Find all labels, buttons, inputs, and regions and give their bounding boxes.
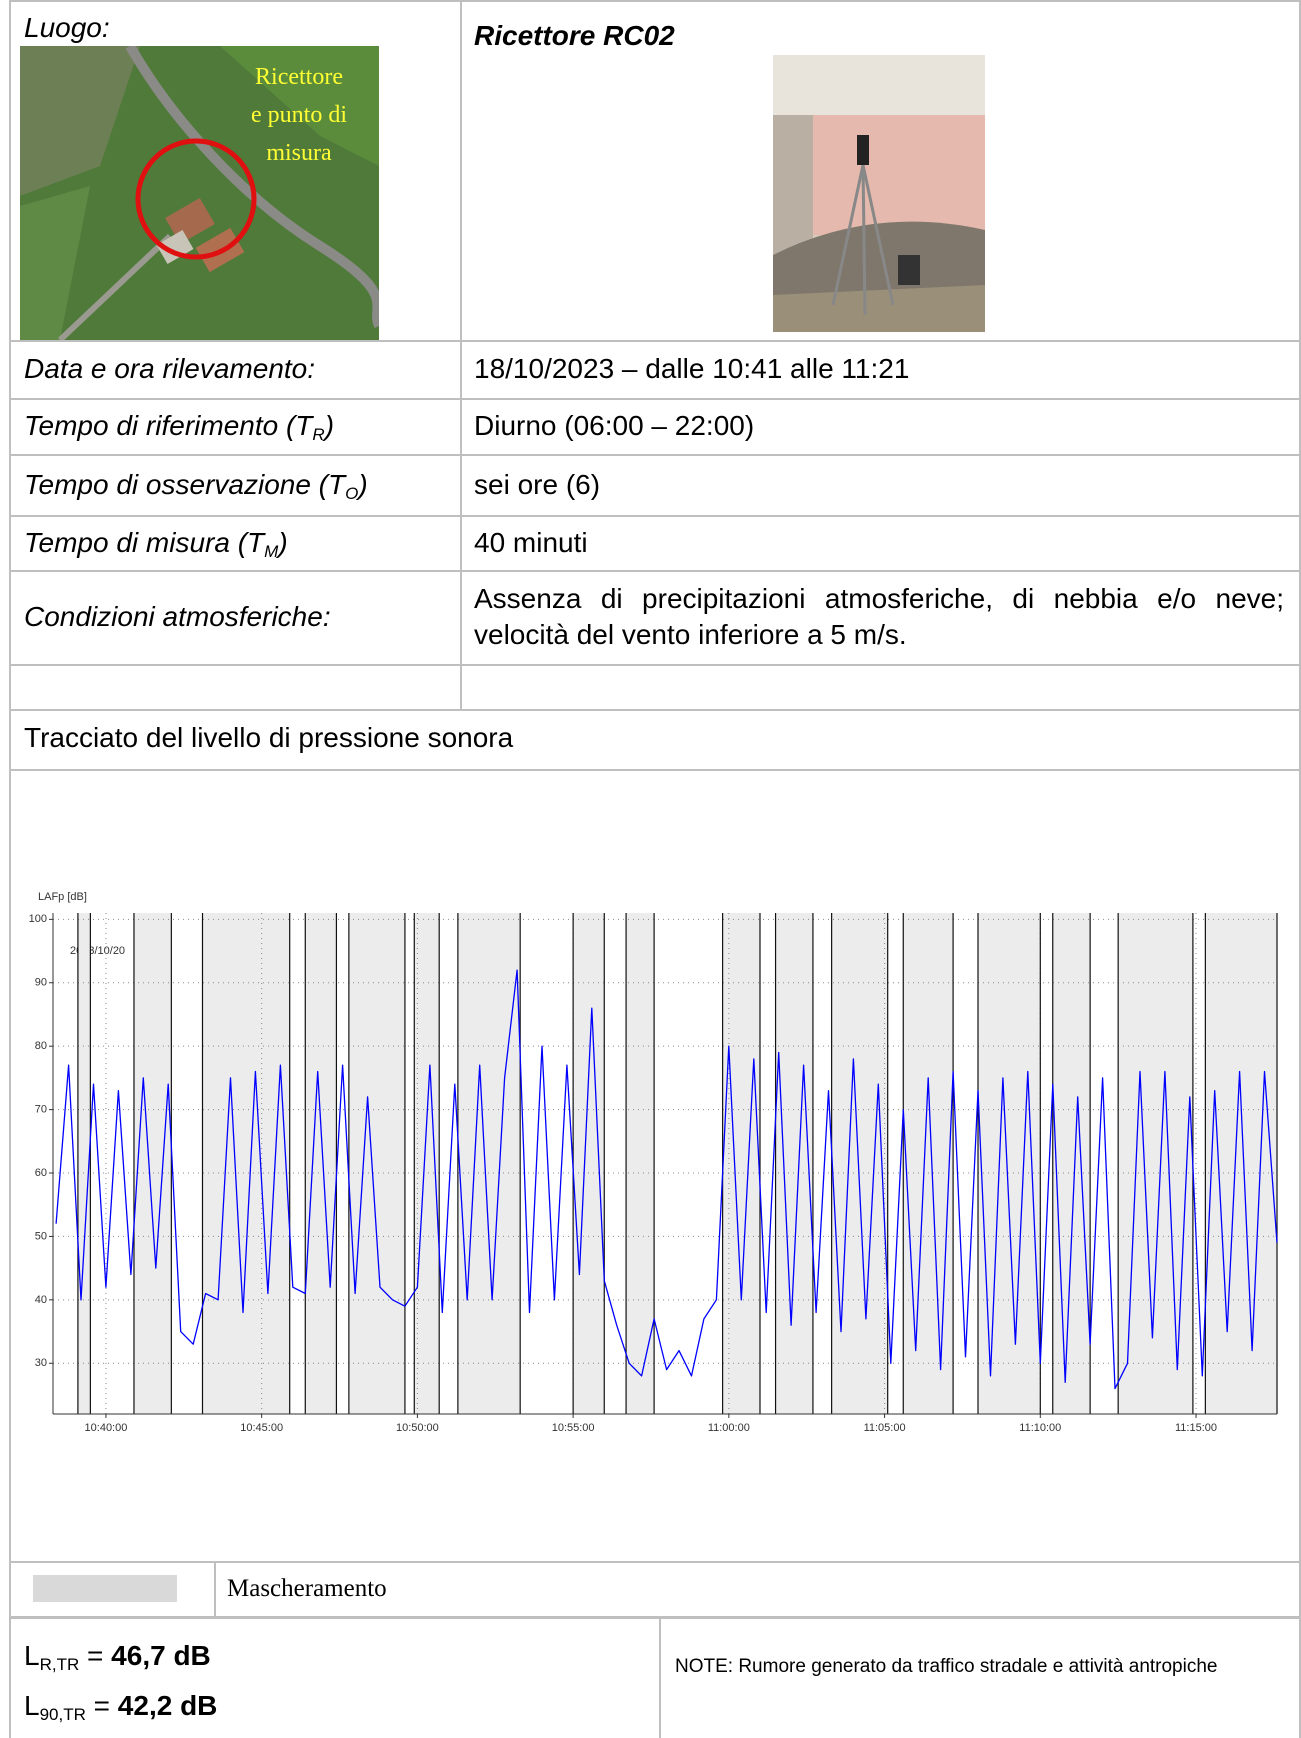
- row-value: Assenza di precipitazioni atmosferiche, …: [474, 583, 1284, 650]
- note: NOTE: Rumore generato da traffico strada…: [675, 1656, 1218, 1677]
- x-tick-label: 10:40:00: [85, 1422, 128, 1434]
- legend-label: Mascheramento: [227, 1575, 387, 1602]
- masked-interval: [573, 913, 605, 1414]
- y-tick-label: 100: [29, 913, 47, 925]
- masked-interval: [978, 913, 1041, 1414]
- border: [9, 709, 1301, 711]
- border: [1299, 0, 1301, 1738]
- masked-interval: [202, 913, 290, 1414]
- row-label: Data e ora rilevamento:: [24, 353, 316, 384]
- masked-interval: [1052, 913, 1091, 1414]
- row-label: Condizioni atmosferiche:: [24, 601, 331, 632]
- y-tick-label: 80: [35, 1040, 47, 1052]
- result: L90,TR = 42,2 dB: [24, 1690, 218, 1724]
- row-value: 18/10/2023 – dalle 10:41 alle 11:21: [474, 353, 910, 384]
- place-label: Luogo:: [24, 12, 110, 43]
- map-caption: misura: [266, 140, 332, 166]
- x-tick-label: 10:55:00: [552, 1422, 595, 1434]
- y-axis-label: LAFp [dB]: [38, 891, 87, 903]
- x-tick-label: 11:15:00: [1175, 1422, 1217, 1434]
- masked-interval: [626, 913, 655, 1414]
- border: [9, 0, 11, 1738]
- border: [9, 398, 1301, 400]
- sound-level-line: [55, 969, 1278, 1390]
- masked-interval: [903, 913, 954, 1414]
- row-value: Diurno (06:00 – 22:00): [474, 410, 755, 441]
- masked-interval: [348, 913, 405, 1414]
- border: [9, 340, 1301, 342]
- map-caption: e punto di: [251, 102, 347, 128]
- border: [9, 769, 1301, 771]
- border: [9, 664, 1301, 666]
- row-label: Tempo di osservazione (TO): [24, 468, 368, 503]
- border: [9, 0, 1301, 2]
- masked-interval: [1118, 913, 1193, 1414]
- row-value: 40 minuti: [474, 526, 588, 558]
- y-tick-label: 50: [35, 1230, 47, 1242]
- map-caption: Ricettore: [255, 64, 343, 90]
- border: [9, 1561, 1301, 1563]
- x-tick-label: 11:05:00: [864, 1422, 906, 1434]
- x-tick-label: 11:10:00: [1019, 1422, 1061, 1434]
- border: [9, 454, 1301, 456]
- site-photo: [773, 55, 985, 332]
- section-title: Tracciato del livello di pressione sonor…: [24, 722, 514, 753]
- border: [214, 1561, 216, 1617]
- masked-interval: [1205, 913, 1277, 1414]
- y-tick-label: 30: [35, 1357, 47, 1369]
- masked-interval: [457, 913, 521, 1414]
- masked-interval: [831, 913, 888, 1414]
- y-tick-label: 40: [35, 1294, 47, 1306]
- row-label: Tempo di riferimento (TR): [24, 410, 335, 444]
- x-tick-label: 10:50:00: [396, 1422, 439, 1434]
- legend-swatch: [33, 1575, 177, 1602]
- border: [460, 0, 462, 709]
- y-tick-label: 70: [35, 1104, 47, 1116]
- masked-interval: [775, 913, 813, 1414]
- x-tick-label: 10:45:00: [240, 1422, 283, 1434]
- border: [9, 515, 1301, 517]
- border: [9, 570, 1301, 572]
- masked-interval: [305, 913, 337, 1414]
- row-label: Tempo di misura (TM): [24, 526, 288, 561]
- chart: LAFp [dB] 2023/10/20 3040506070809010010…: [29, 891, 1278, 1434]
- receptor-title: Ricettore RC02: [474, 20, 675, 51]
- border: [659, 1617, 661, 1738]
- masked-interval: [133, 913, 172, 1414]
- x-tick-label: 11:00:00: [708, 1422, 750, 1434]
- masked-interval: [722, 913, 760, 1414]
- y-tick-label: 60: [35, 1167, 47, 1179]
- aerial-map: Ricettore e punto di misura: [20, 46, 379, 340]
- border: [9, 1616, 1301, 1619]
- result: LR,TR = 46,7 dB: [24, 1640, 211, 1674]
- row-value: sei ore (6): [474, 468, 601, 500]
- y-tick-label: 90: [35, 977, 47, 989]
